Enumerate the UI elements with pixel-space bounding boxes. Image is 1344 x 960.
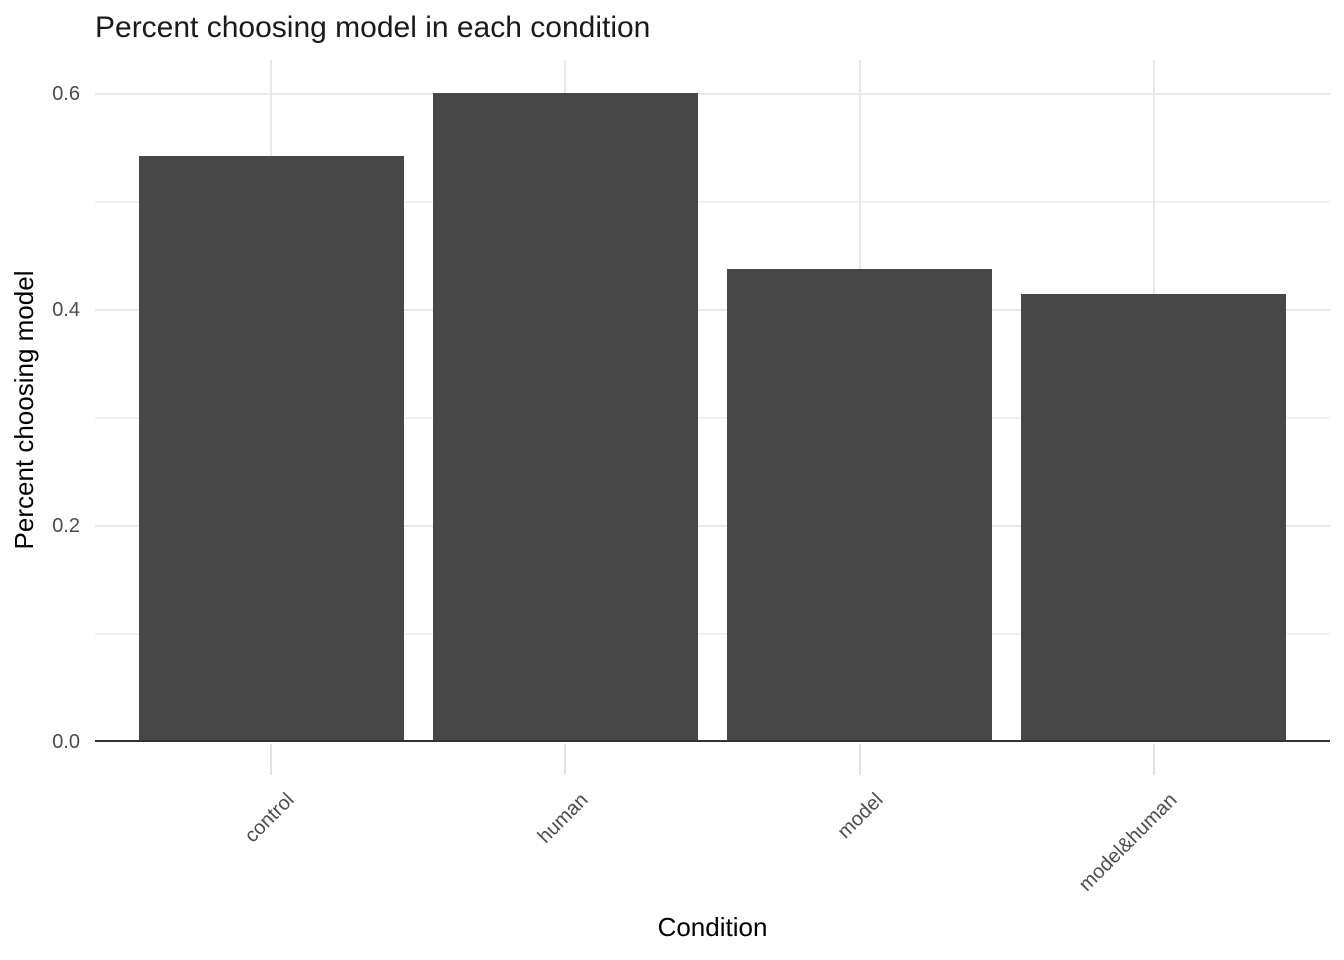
y-gridline-minor <box>95 633 1330 635</box>
x-axis-line <box>95 740 1330 742</box>
y-tick-label: 0.2 <box>52 515 80 537</box>
y-gridline-major <box>95 309 1330 311</box>
x-axis-tick <box>564 744 567 775</box>
y-axis-title: Percent choosing model <box>9 270 39 550</box>
chart-title: Percent choosing model in each condition <box>95 11 651 44</box>
x-axis-tick <box>1152 744 1155 775</box>
y-gridline-minor <box>95 417 1330 419</box>
y-tick-label: 0.4 <box>52 299 80 321</box>
y-gridline-minor <box>95 201 1330 203</box>
y-gridline-major <box>95 525 1330 527</box>
bar-human <box>433 92 698 742</box>
x-axis-tick <box>270 744 273 775</box>
y-tick-label: 0.0 <box>52 731 80 753</box>
plot-panel <box>95 60 1330 742</box>
x-axis-tick <box>858 744 861 775</box>
bar-model <box>727 268 992 742</box>
bar-control <box>139 155 404 742</box>
y-tick-label: 0.6 <box>52 83 80 105</box>
x-axis-title: Condition <box>657 912 768 942</box>
y-gridline-major <box>95 93 1330 95</box>
bar-model&human <box>1021 293 1286 742</box>
